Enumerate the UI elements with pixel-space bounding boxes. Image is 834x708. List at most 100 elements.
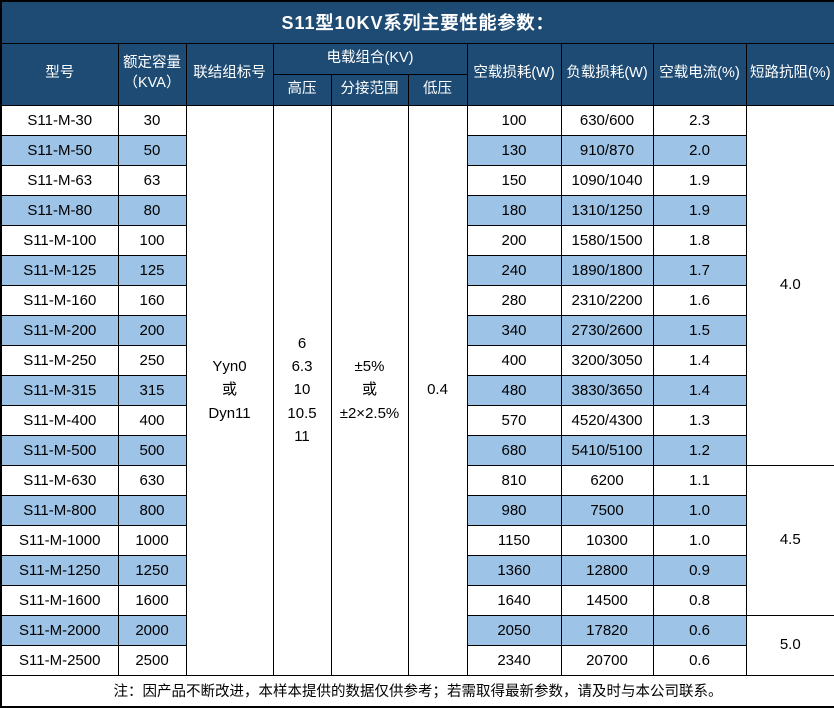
cell-no-load-loss: 240 <box>466 254 562 286</box>
table-row: S11-M-50 50 130 910/870 2.0 <box>0 134 834 166</box>
cell-no-load-current: 1.5 <box>652 314 747 346</box>
cell-no-load-loss: 1150 <box>466 524 562 556</box>
cell-model: S11-M-630 <box>0 464 119 496</box>
col-header-no-load-loss: 空载损耗(W) <box>466 42 562 106</box>
cell-no-load-loss: 100 <box>466 104 562 136</box>
cell-load-loss: 1890/1800 <box>560 254 654 286</box>
cell-tap-range: ±5% 或 ±2×2.5% <box>330 104 409 676</box>
cell-capacity: 500 <box>117 434 187 466</box>
cell-capacity: 315 <box>117 374 187 406</box>
cell-no-load-current: 1.0 <box>652 524 747 556</box>
col-header-lv: 低压 <box>407 73 468 106</box>
cell-capacity: 2500 <box>117 644 187 676</box>
cell-no-load-current: 0.9 <box>652 554 747 586</box>
table-row: S11-M-80 80 180 1310/1250 1.9 <box>0 194 834 226</box>
table-row: S11-M-2500 2500 2340 20700 0.6 <box>0 644 834 676</box>
cell-capacity: 50 <box>117 134 187 166</box>
cell-capacity: 125 <box>117 254 187 286</box>
table-row: S11-M-800 800 980 7500 1.0 <box>0 494 834 526</box>
cell-no-load-loss: 180 <box>466 194 562 226</box>
cell-no-load-loss: 400 <box>466 344 562 376</box>
col-header-capacity: 额定容量 （KVA） <box>117 42 187 106</box>
cell-model: S11-M-200 <box>0 314 119 346</box>
cell-no-load-current: 1.6 <box>652 284 747 316</box>
table-row: S11-M-630 630 810 6200 1.1 4.5 <box>0 464 834 616</box>
cell-model: S11-M-250 <box>0 344 119 376</box>
cell-model: S11-M-315 <box>0 374 119 406</box>
cell-load-loss: 1580/1500 <box>560 224 654 256</box>
col-header-capacity-line1: 额定容量 <box>123 55 181 72</box>
cell-capacity: 1600 <box>117 584 187 616</box>
table-row: S11-M-63 63 150 1090/1040 1.9 <box>0 164 834 196</box>
cell-model: S11-M-63 <box>0 164 119 196</box>
cell-load-loss: 10300 <box>560 524 654 556</box>
cell-capacity: 630 <box>117 464 187 496</box>
col-header-model: 型号 <box>0 42 119 106</box>
cell-load-loss: 3200/3050 <box>560 344 654 376</box>
cell-model: S11-M-800 <box>0 494 119 526</box>
cell-capacity: 400 <box>117 404 187 436</box>
table-row: S11-M-500 500 680 5410/5100 1.2 <box>0 434 834 466</box>
cell-no-load-current: 1.1 <box>652 464 747 496</box>
table-row: S11-M-100 100 200 1580/1500 1.8 <box>0 224 834 256</box>
cell-no-load-current: 1.9 <box>652 194 747 226</box>
table-row: S11-M-2000 2000 2050 17820 0.6 5.0 <box>0 614 834 676</box>
cell-no-load-current: 0.6 <box>652 614 747 646</box>
cell-no-load-loss: 280 <box>466 284 562 316</box>
table-body: S11-M-30 30 Yyn0 或 Dyn11 6 6.3 10 10.5 11 ±5% 或 ±2×2… <box>0 104 834 676</box>
col-header-hv: 高压 <box>272 73 332 106</box>
cell-capacity: 63 <box>117 164 187 196</box>
cell-no-load-current: 0.6 <box>652 644 747 676</box>
col-header-connection: 联结组标号 <box>185 42 274 106</box>
cell-connection-group: Yyn0 或 Dyn11 <box>185 104 274 676</box>
cell-model: S11-M-500 <box>0 434 119 466</box>
cell-model: S11-M-1000 <box>0 524 119 556</box>
cell-load-loss: 12800 <box>560 554 654 586</box>
cell-no-load-loss: 810 <box>466 464 562 496</box>
col-header-load-loss: 负载损耗(W) <box>560 42 654 106</box>
cell-capacity: 160 <box>117 284 187 316</box>
cell-no-load-loss: 480 <box>466 374 562 406</box>
header-row-1: 型号 额定容量 （KVA） 联结组标号 电载组合(KV) 空载损耗(W) 负载损… <box>0 42 834 106</box>
table-row: S11-M-1250 1250 1360 12800 0.9 <box>0 554 834 586</box>
cell-model: S11-M-1250 <box>0 554 119 586</box>
cell-no-load-current: 1.7 <box>652 254 747 286</box>
footnote: 注：因产品不断改进，本样本提供的数据仅供参考；若需取得最新参数，请及时与本公司联… <box>0 674 834 708</box>
cell-model: S11-M-125 <box>0 254 119 286</box>
cell-no-load-current: 1.9 <box>652 164 747 196</box>
cell-no-load-current: 1.3 <box>652 404 747 436</box>
cell-load-loss: 2730/2600 <box>560 314 654 346</box>
title-row: S11型10KV系列主要性能参数： <box>0 0 834 44</box>
cell-load-loss: 1310/1250 <box>560 194 654 226</box>
cell-no-load-loss: 570 <box>466 404 562 436</box>
cell-no-load-loss: 200 <box>466 224 562 256</box>
cell-load-loss: 14500 <box>560 584 654 616</box>
cell-model: S11-M-1600 <box>0 584 119 616</box>
cell-load-loss: 2310/2200 <box>560 284 654 316</box>
cell-no-load-current: 1.4 <box>652 374 747 406</box>
cell-model: S11-M-100 <box>0 224 119 256</box>
cell-model: S11-M-2000 <box>0 614 119 646</box>
cell-no-load-loss: 980 <box>466 494 562 526</box>
cell-load-loss: 3830/3650 <box>560 374 654 406</box>
cell-capacity: 1000 <box>117 524 187 556</box>
col-header-voltage-group: 电载组合(KV) <box>272 42 468 75</box>
cell-no-load-current: 2.3 <box>652 104 747 136</box>
cell-model: S11-M-2500 <box>0 644 119 676</box>
cell-lv-voltage: 0.4 <box>407 104 468 676</box>
cell-load-loss: 630/600 <box>560 104 654 136</box>
cell-load-loss: 910/870 <box>560 134 654 166</box>
cell-no-load-loss: 1360 <box>466 554 562 586</box>
cell-capacity: 100 <box>117 224 187 256</box>
cell-load-loss: 6200 <box>560 464 654 496</box>
cell-no-load-current: 0.8 <box>652 584 747 616</box>
cell-no-load-loss: 130 <box>466 134 562 166</box>
cell-impedance: 5.0 <box>745 614 834 676</box>
table-row: S11-M-315 315 480 3830/3650 1.4 <box>0 374 834 406</box>
col-header-capacity-line2: （KVA） <box>123 75 181 91</box>
cell-no-load-loss: 150 <box>466 164 562 196</box>
cell-impedance: 4.5 <box>745 464 834 616</box>
table-row: S11-M-1600 1600 1640 14500 0.8 <box>0 584 834 616</box>
cell-no-load-loss: 680 <box>466 434 562 466</box>
